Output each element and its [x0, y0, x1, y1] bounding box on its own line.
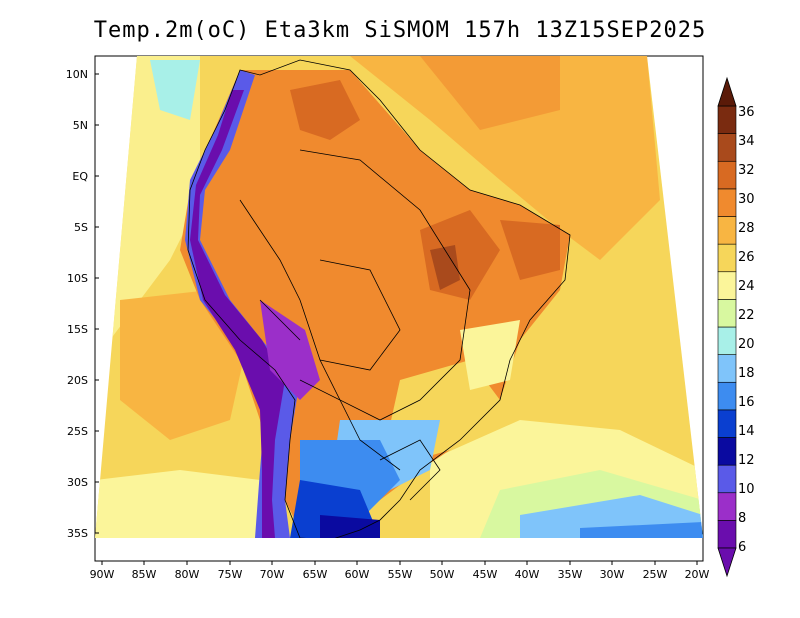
lon-tick-label: 50W [430, 568, 455, 581]
colorbar-label: 22 [738, 308, 755, 323]
colorbar-segment [717, 492, 737, 521]
colorbar-label: 28 [738, 221, 755, 236]
lat-tick-label: 10N [66, 68, 88, 81]
lat-tick-label: 30S [67, 476, 88, 489]
colorbar-label: 34 [738, 134, 755, 149]
lat-tick-label: 15S [67, 323, 88, 336]
lat-tick-label: 10S [67, 272, 88, 285]
lon-axis: 90W 85W 80W 75W 70W 65W 60W 55W 50W 45W … [90, 568, 710, 581]
lon-tick-label: 75W [218, 568, 243, 581]
lat-tick-label: 35S [67, 527, 88, 540]
colorbar-segment [717, 133, 737, 162]
lat-tick-label: EQ [72, 170, 88, 183]
colorbar-segment [717, 271, 737, 300]
lon-ticks [101, 561, 698, 565]
lon-tick-label: 25W [643, 568, 668, 581]
temperature-field [95, 56, 703, 538]
map-title: Temp.2m(oC) Eta3km SiSMOM 157h 13Z15SEP2… [93, 18, 707, 43]
lat-tick-label: 25S [67, 425, 88, 438]
colorbar-segment [717, 105, 737, 134]
colorbar-label: 12 [738, 453, 755, 468]
lon-tick-label: 35W [558, 568, 583, 581]
lat-ticks [95, 73, 99, 534]
colorbar-segment [717, 381, 737, 411]
colorbar-segment [717, 437, 737, 466]
lon-tick-label: 45W [473, 568, 498, 581]
colorbar: 6 8 10 12 14 16 18 20 22 24 26 28 30 32 … [717, 76, 755, 578]
lon-tick-label: 80W [175, 568, 200, 581]
colorbar-label: 32 [738, 163, 755, 178]
colorbar-top-arrow [717, 76, 737, 107]
colorbar-segment [717, 354, 737, 383]
lat-axis: 10N 5N EQ 5S 10S 15S 20S 25S 30S 35S [66, 68, 89, 540]
colorbar-label: 20 [738, 337, 755, 352]
lat-tick-label: 20S [67, 374, 88, 387]
colorbar-segment [717, 243, 737, 273]
colorbar-label: 10 [738, 482, 755, 497]
colorbar-segment [717, 188, 737, 217]
colorbar-segment [717, 160, 737, 190]
colorbar-label: 26 [738, 250, 755, 265]
lon-tick-label: 70W [260, 568, 285, 581]
lat-tick-label: 5N [73, 119, 88, 132]
colorbar-segment [717, 216, 737, 245]
colorbar-label: 16 [738, 395, 755, 410]
colorbar-segment [717, 299, 737, 328]
colorbar-label: 30 [738, 192, 755, 207]
colorbar-label: 8 [738, 511, 746, 526]
lon-tick-label: 30W [600, 568, 625, 581]
lon-tick-label: 85W [132, 568, 157, 581]
lat-tick-label: 5S [74, 221, 88, 234]
colorbar-label: 6 [738, 540, 746, 555]
colorbar-label: 36 [738, 105, 755, 120]
colorbar-segment [717, 326, 737, 355]
lon-tick-label: 20W [685, 568, 710, 581]
colorbar-label: 14 [738, 424, 755, 439]
lon-tick-label: 90W [90, 568, 115, 581]
colorbar-bottom-arrow [717, 547, 737, 578]
lon-tick-label: 65W [303, 568, 328, 581]
colorbar-segment [717, 464, 737, 494]
lon-tick-label: 60W [345, 568, 370, 581]
lon-tick-label: 55W [388, 568, 413, 581]
colorbar-segment [717, 520, 737, 549]
colorbar-segment [717, 409, 737, 438]
country-borders [187, 59, 571, 538]
colorbar-label: 18 [738, 366, 755, 381]
colorbar-label: 24 [738, 279, 755, 294]
lon-tick-label: 40W [515, 568, 540, 581]
